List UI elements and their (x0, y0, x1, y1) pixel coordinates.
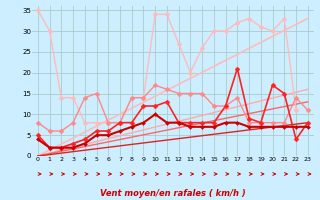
Text: Vent moyen/en rafales ( km/h ): Vent moyen/en rafales ( km/h ) (100, 189, 246, 198)
